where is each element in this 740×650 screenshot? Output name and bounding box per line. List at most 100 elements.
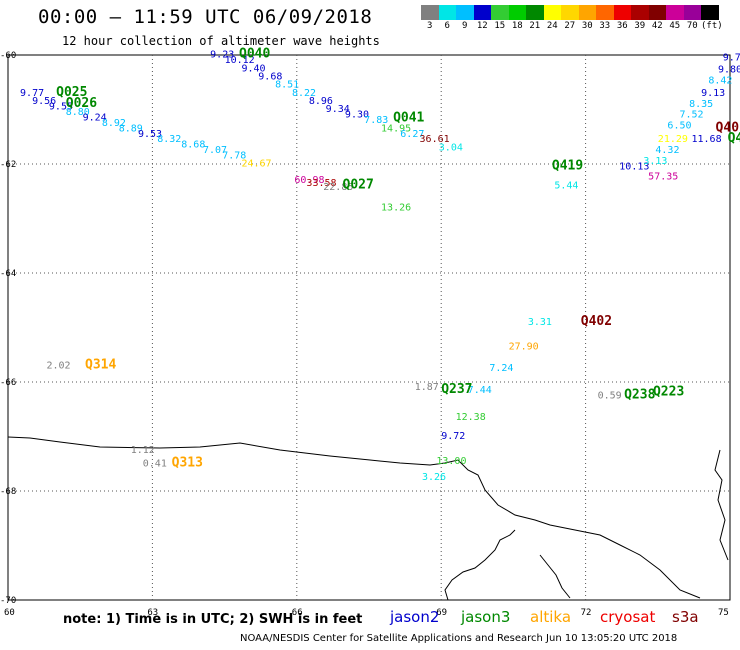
wave-height-value: 8.89 <box>119 123 143 134</box>
track-id-label: Q40 <box>716 120 740 135</box>
colorbar-swatch <box>613 5 631 20</box>
footnote: note: 1) Time is in UTC; 2) SWH is in fe… <box>63 612 363 627</box>
colorbar-swatch <box>526 5 544 20</box>
colorbar-swatch <box>473 5 491 20</box>
colorbar-swatch <box>648 5 666 20</box>
track-id-label: Q041 <box>393 110 424 125</box>
colorbar-swatch <box>578 5 596 20</box>
wave-height-value: 10.12 <box>225 55 255 66</box>
wave-height-value: 0.59 <box>598 390 622 401</box>
wave-height-value: 3.04 <box>439 142 463 153</box>
page-title: 00:00 – 11:59 UTC 06/09/2018 <box>38 6 373 28</box>
colorbar-label: 42 <box>651 21 663 31</box>
wave-height-value: 2.02 <box>47 360 71 371</box>
wave-height-value: 8.32 <box>157 134 181 145</box>
lat-tick-label: -66 <box>0 378 16 388</box>
wave-height-value: 36.61 <box>420 134 450 145</box>
lat-tick-label: -64 <box>0 269 16 279</box>
wave-height-value: 9.68 <box>258 72 282 83</box>
wave-height-value: 6.50 <box>667 121 691 132</box>
lon-tick-label: 63 <box>147 608 158 618</box>
coastline-east <box>714 449 729 561</box>
wave-height-value: 7.52 <box>679 110 703 121</box>
wave-height-value: 7.24 <box>489 363 513 374</box>
wave-height-value: 8.68 <box>181 140 205 151</box>
track-id-label: Q040 <box>239 47 270 62</box>
wave-height-value: 9.55 <box>49 102 73 113</box>
colorbar-label: 33 <box>599 21 611 31</box>
lat-tick-label: -62 <box>0 160 16 170</box>
colorbar-swatch <box>421 5 439 20</box>
colorbar-label: 3 <box>427 21 433 31</box>
wave-height-value: 13.00 <box>436 456 466 467</box>
track-id-label: Q419 <box>552 158 583 173</box>
colorbar-legend <box>421 5 719 20</box>
satellite-legend-s3a: s3a <box>672 608 699 626</box>
graticule-grid <box>7 54 731 601</box>
wave-height-value: 9.23 <box>210 50 234 61</box>
wave-height-value: 3.31 <box>528 317 552 328</box>
wave-height-value: 9.56 <box>32 96 56 107</box>
wave-height-value: 8.80 <box>66 107 90 118</box>
colorbar-labels: 3 6 9 12 15 18 21 24 27 30 33 36 39 42 45 70 (ft) <box>421 21 723 31</box>
wave-height-value: 9.80 <box>718 64 740 75</box>
satellite-legend-cryosat: cryosat <box>600 608 656 626</box>
colorbar-label: 70 <box>686 21 698 31</box>
wave-height-value: 6.27 <box>400 129 424 140</box>
track-id-label: Q238 <box>624 387 655 402</box>
colorbar-label: 18 <box>511 21 523 31</box>
colorbar-label: 30 <box>581 21 593 31</box>
wave-height-value: 22.85 <box>323 182 353 193</box>
wave-height-value: 8.42 <box>708 75 732 86</box>
colorbar-label: 39 <box>634 21 646 31</box>
wave-height-value: 9.13 <box>701 88 725 99</box>
wave-height-value: 9.40 <box>241 63 265 74</box>
lat-tick-label: -70 <box>0 596 16 606</box>
lat-tick-label: -68 <box>0 487 16 497</box>
satellite-legend-jason3: jason3 <box>461 608 511 626</box>
colorbar-label: 6 <box>444 21 450 31</box>
colorbar-label: 36 <box>616 21 628 31</box>
wave-height-value: 0.41 <box>143 458 167 469</box>
lon-tick-label: 75 <box>718 608 729 618</box>
track-id-label: Q027 <box>343 178 374 193</box>
wave-height-value: 7.78 <box>222 151 246 162</box>
wave-height-value: 7.83 <box>364 115 388 126</box>
track-id-label: Q313 <box>172 455 203 470</box>
colorbar-label: 12 <box>476 21 488 31</box>
colorbar-swatch <box>701 5 719 20</box>
colorbar-label: 15 <box>494 21 506 31</box>
coastline-main <box>7 436 701 599</box>
lon-tick-label: 60 <box>4 608 15 618</box>
wave-height-value: 1.12 <box>131 445 155 456</box>
wave-height-value: 1.87 <box>415 382 439 393</box>
colorbar-swatch <box>561 5 579 20</box>
wave-height-value: 7.44 <box>468 385 492 396</box>
colorbar-swatch <box>508 5 526 20</box>
wave-height-value: 9.24 <box>83 112 107 123</box>
colorbar-swatch <box>683 5 701 20</box>
wave-height-value: 11.68 <box>691 134 721 145</box>
lon-tick-label: 66 <box>292 608 303 618</box>
map-frame <box>7 54 731 601</box>
colorbar-swatch <box>438 5 456 20</box>
wave-height-value: 14.95 <box>381 123 411 134</box>
wave-height-value: 10.13 <box>619 161 649 172</box>
wave-height-value: 13.26 <box>381 202 411 213</box>
coastline-bay <box>444 529 516 601</box>
colorbar-label: 21 <box>529 21 541 31</box>
wave-height-value: 7.07 <box>203 145 227 156</box>
page-subtitle: 12 hour collection of altimeter wave hei… <box>62 34 380 48</box>
wave-height-value: 5.44 <box>554 181 578 192</box>
wave-height-value: 12.38 <box>456 412 486 423</box>
wave-height-value: 8.92 <box>102 118 126 129</box>
colorbar-swatch <box>456 5 474 20</box>
colorbar-label: 9 <box>462 21 468 31</box>
colorbar-swatch <box>596 5 614 20</box>
wave-height-value: 8.96 <box>309 96 333 107</box>
satellite-legend-altika: altika <box>530 608 572 626</box>
colorbar-label: 45 <box>669 21 681 31</box>
wave-height-values: 9.779.569.558.809.248.928.899.538.32 8.68… <box>20 50 740 483</box>
